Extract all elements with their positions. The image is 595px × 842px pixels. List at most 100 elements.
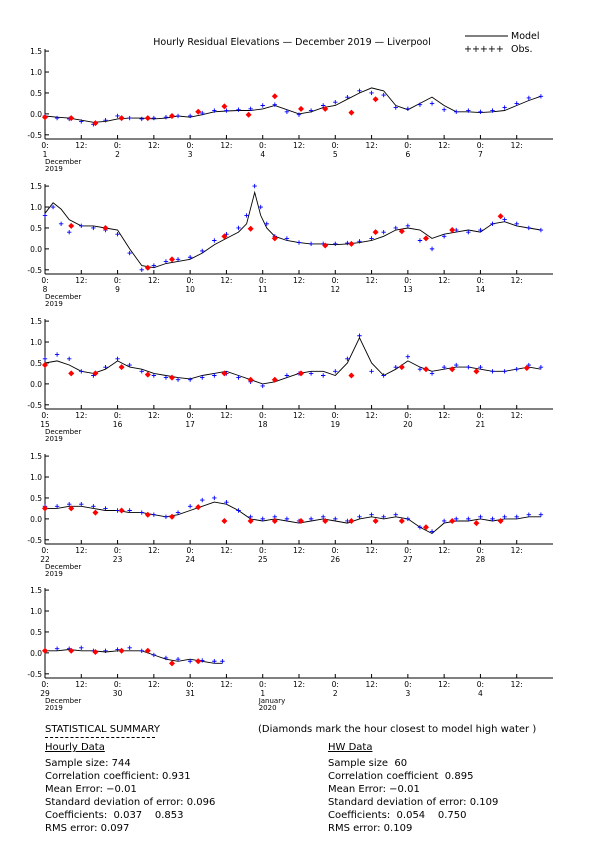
month-label: December	[45, 158, 81, 166]
day-label: 3	[405, 689, 410, 698]
hw-diamond	[247, 225, 254, 232]
obs-point	[296, 112, 302, 117]
hourly-line-rms: RMS error: 0.097	[45, 823, 130, 834]
obs-point	[244, 213, 249, 218]
hourly-line-std: Standard deviation of error: 0.096	[45, 797, 216, 808]
hw-diamond	[221, 370, 228, 377]
y-tick-label: 0.5	[30, 494, 42, 503]
hw-diamond	[449, 517, 456, 524]
x-tick-label: 12:	[293, 680, 305, 689]
x-tick-label: 12:	[293, 411, 305, 420]
x-tick-label: 12:	[75, 411, 87, 420]
obs-point	[320, 103, 326, 108]
obs-point	[429, 529, 435, 534]
x-tick-label: 0:	[41, 411, 48, 420]
y-tick-label: 1.5	[30, 452, 42, 461]
x-tick-label: 12:	[75, 546, 87, 555]
x-tick-label: 0:	[259, 680, 266, 689]
chart-panel-1: 1.51.00.50.0-0.50: 12: 0: 12: 0: 12: 0: 12: 0: 12…	[27, 47, 553, 173]
x-tick-label: 12:	[220, 276, 232, 285]
x-tick-label: 0:	[477, 141, 484, 150]
obs-point	[272, 102, 278, 107]
hw-diamond	[473, 368, 480, 375]
hw-diamond	[423, 235, 429, 242]
obs-point	[66, 502, 72, 507]
hw-diamond	[497, 517, 504, 524]
obs-point	[405, 106, 411, 112]
month-label: December	[45, 293, 81, 301]
obs-point	[538, 364, 544, 370]
y-tick-label: 1.5	[30, 182, 42, 191]
obs-point	[54, 115, 60, 121]
obs-point	[212, 238, 217, 243]
x-tick-label: 12:	[438, 546, 450, 555]
obs-point	[490, 108, 495, 113]
hw-diamond	[298, 370, 305, 377]
obs-point	[175, 257, 181, 262]
year-label-2: 2020	[259, 704, 277, 712]
hw-diamond	[144, 264, 151, 271]
obs-point	[514, 514, 519, 519]
hw-line-correlation: Correlation coefficient 0.895	[328, 771, 474, 782]
hw-diamond	[169, 513, 175, 520]
obs-point	[139, 648, 144, 653]
obs-point	[264, 221, 269, 226]
x-tick-label: 12:	[511, 276, 523, 285]
hw-diamond	[195, 658, 202, 665]
x-tick-label: 12:	[511, 546, 523, 555]
x-tick-label: 12:	[511, 411, 523, 420]
obs-point	[91, 225, 96, 231]
obs-point	[345, 240, 350, 246]
hw-diamond	[144, 647, 151, 654]
obs-point	[381, 229, 386, 235]
obs-point	[151, 115, 157, 121]
stats-heading: STATISTICAL SUMMARY	[45, 724, 160, 735]
day-label: 26	[331, 555, 341, 564]
hw-note: (Diamonds mark the hour closest to model…	[258, 723, 536, 736]
obs-point	[478, 364, 483, 370]
x-tick-label: 0:	[332, 141, 339, 150]
obs-point	[163, 514, 169, 519]
obs-point	[466, 364, 471, 370]
obs-point	[466, 516, 471, 522]
y-tick-label: -0.5	[27, 536, 42, 545]
hw-diamond	[348, 109, 355, 116]
obs-point	[441, 364, 447, 370]
day-label: 18	[258, 420, 268, 429]
obs-point	[526, 225, 532, 231]
chart-panel-15: 1.51.00.50.0-0.50: 12: 0: 12: 0: 12: 0: 12: 0: 12…	[27, 317, 553, 443]
obs-point	[236, 107, 241, 112]
obs-point	[252, 183, 257, 189]
x-tick-label: 0:	[114, 411, 121, 420]
hw-line-sample: Sample size 60	[328, 758, 408, 769]
obs-point	[478, 109, 483, 114]
obs-point	[345, 356, 350, 361]
obs-point	[405, 516, 411, 522]
hw-line-coefficients: Coefficients: 0.054 0.750	[328, 810, 467, 821]
hw-diamond	[68, 222, 75, 229]
x-tick-label: 0:	[477, 411, 484, 420]
obs-point	[308, 516, 314, 522]
obs-point	[393, 512, 398, 517]
y-tick-label: 1.0	[30, 203, 42, 212]
obs-point	[320, 373, 326, 378]
obs-point	[79, 223, 84, 229]
obs-point	[151, 652, 157, 658]
obs-point	[187, 113, 193, 119]
hw-note-text: (Diamonds mark the hour closest to model…	[258, 724, 537, 735]
year-label: 2019	[45, 300, 63, 308]
day-label: 2	[333, 689, 338, 698]
obs-point	[284, 516, 290, 522]
obs-point	[369, 236, 374, 241]
y-tick-label: 0.5	[30, 89, 42, 98]
x-tick-label: 0:	[114, 546, 121, 555]
hw-diamond	[271, 93, 278, 100]
day-label: 12	[331, 285, 341, 294]
y-tick-label: 0.0	[30, 245, 42, 254]
x-tick-label: 0:	[332, 546, 339, 555]
obs-point	[260, 383, 265, 389]
obs-point	[54, 504, 60, 509]
day-label: 4	[260, 150, 265, 159]
x-tick-label: 12:	[75, 276, 87, 285]
obs-point	[454, 516, 459, 522]
